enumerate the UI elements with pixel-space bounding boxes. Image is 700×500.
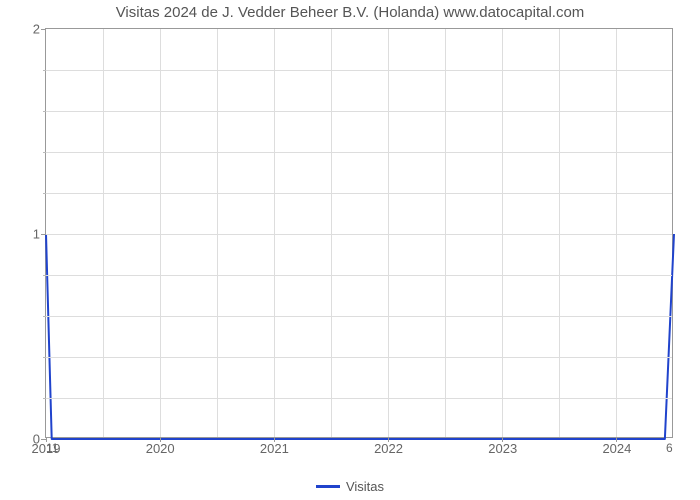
grid-line-horizontal — [46, 275, 672, 276]
x-tick-label: 2024 — [602, 437, 631, 456]
y-minor-tick-mark — [43, 193, 46, 194]
x-tick-label: 2020 — [146, 437, 175, 456]
grid-line-horizontal — [46, 111, 672, 112]
grid-line-horizontal — [46, 357, 672, 358]
grid-line-horizontal — [46, 70, 672, 71]
grid-line-horizontal — [46, 398, 672, 399]
y-minor-tick-mark — [43, 398, 46, 399]
y-minor-tick-mark — [43, 316, 46, 317]
series-line — [46, 234, 674, 439]
y-minor-tick-mark — [43, 70, 46, 71]
grid-line-horizontal — [46, 234, 672, 235]
legend-swatch — [316, 485, 340, 488]
x-tick-label: 2022 — [374, 437, 403, 456]
y-minor-tick-mark — [43, 152, 46, 153]
grid-line-horizontal — [46, 152, 672, 153]
legend: Visitas — [0, 478, 700, 494]
data-point-label: 6 — [666, 441, 673, 455]
y-tick-label: 1 — [33, 227, 46, 242]
chart-title: Visitas 2024 de J. Vedder Beheer B.V. (H… — [0, 4, 700, 21]
x-tick-label: 2023 — [488, 437, 517, 456]
chart-container: Visitas 2024 de J. Vedder Beheer B.V. (H… — [0, 0, 700, 500]
grid-line-horizontal — [46, 316, 672, 317]
legend-label: Visitas — [346, 479, 384, 494]
y-minor-tick-mark — [43, 357, 46, 358]
y-minor-tick-mark — [43, 111, 46, 112]
y-tick-label: 2 — [33, 22, 46, 37]
y-minor-tick-mark — [43, 275, 46, 276]
plot-area: 012201920202021202220232024116 — [45, 28, 673, 438]
grid-line-horizontal — [46, 193, 672, 194]
x-tick-label: 2021 — [260, 437, 289, 456]
data-point-label: 11 — [46, 441, 58, 455]
